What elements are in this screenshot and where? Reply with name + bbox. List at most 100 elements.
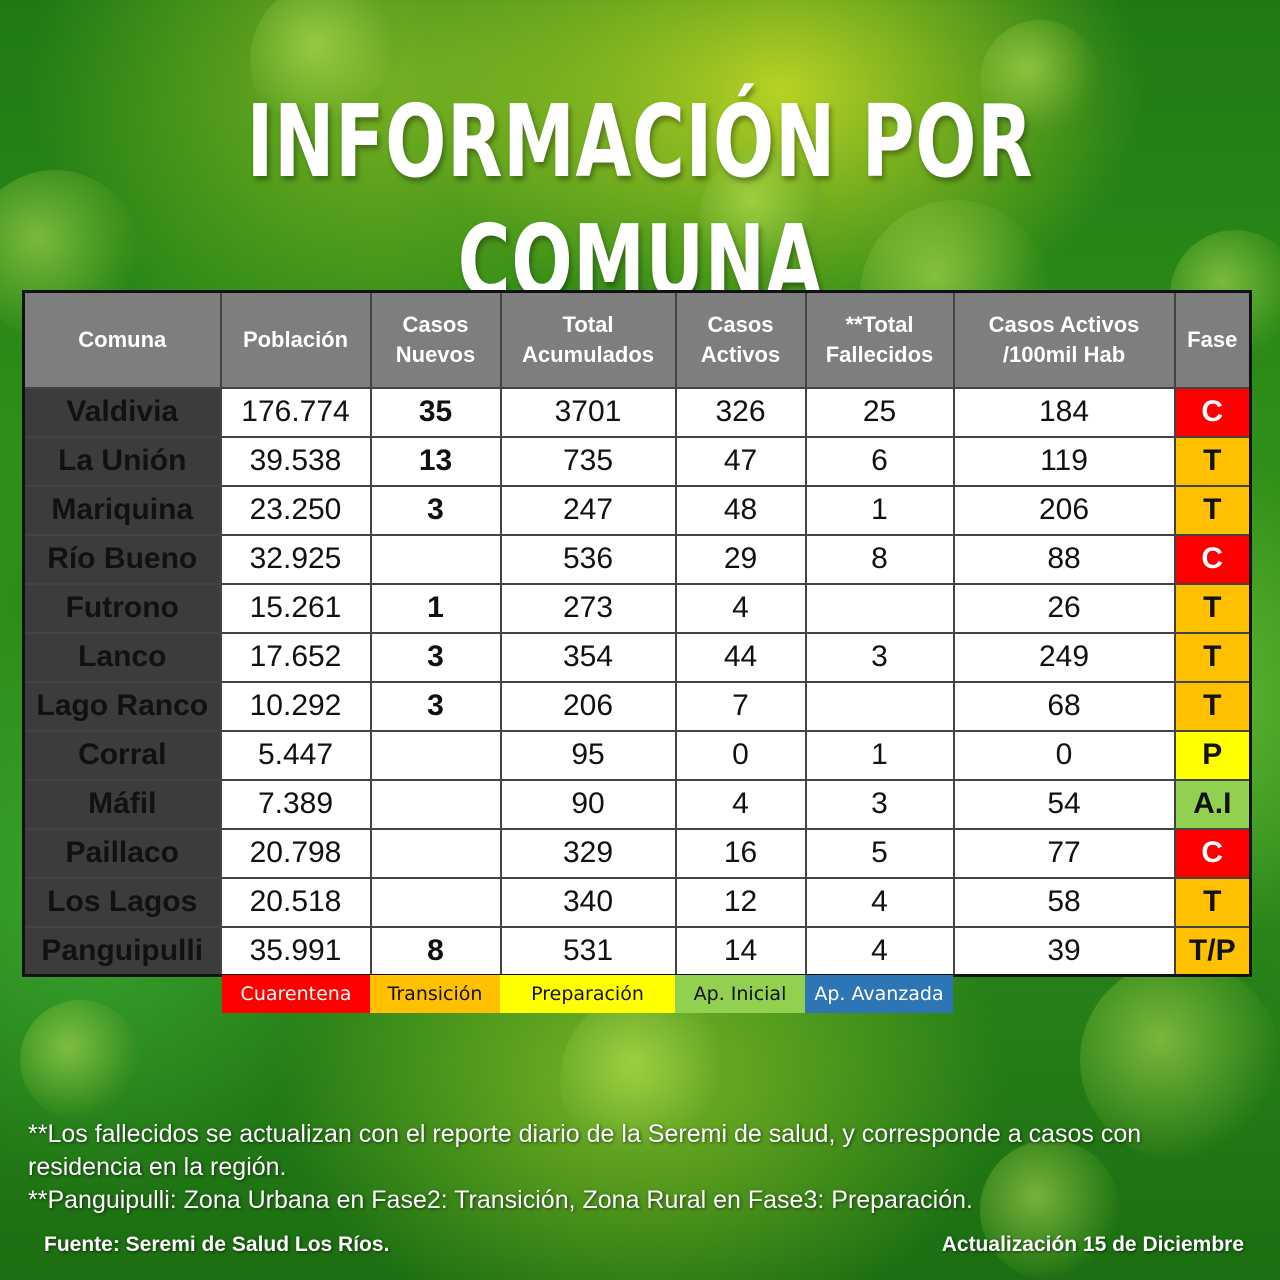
cell-tasa: 77 <box>952 827 1176 879</box>
cell-comuna: Corral <box>22 729 222 781</box>
column-header-line: /100mil Hab <box>1002 341 1126 367</box>
source-text: Fuente: Seremi de Salud Los Ríos. <box>44 1233 390 1256</box>
virus-decoration <box>560 990 740 1170</box>
column-header-line: Casos Activos <box>988 311 1140 337</box>
cell-poblacion: 23.250 <box>219 484 372 536</box>
cell-comuna: Lago Ranco <box>22 680 222 732</box>
cell-acumulados: 247 <box>499 484 677 536</box>
cell-comuna: Paillaco <box>22 827 222 879</box>
cell-fallecidos: 1 <box>804 484 955 536</box>
cell-fallecidos: 25 <box>804 386 955 438</box>
page-title: INFORMACIÓN POR COMUNA <box>246 83 1034 320</box>
column-header-line: Casos <box>707 311 774 337</box>
cell-tasa: 58 <box>952 876 1176 928</box>
table-row: Mariquina 23.250 3 247 48 1 206 T <box>22 484 1252 536</box>
legend-item: Ap. Inicial <box>675 975 805 1013</box>
cell-tasa: 54 <box>952 778 1176 830</box>
column-header: Comuna <box>22 290 222 389</box>
cell-poblacion: 7.389 <box>219 778 372 830</box>
cell-activos: 47 <box>674 435 807 487</box>
legend-item: Cuarentena <box>222 975 370 1013</box>
cell-acumulados: 735 <box>499 435 677 487</box>
cell-fase: T <box>1173 484 1252 536</box>
column-header-line: Total <box>562 311 614 337</box>
column-header-line: **Total <box>845 311 914 337</box>
table-row: La Unión 39.538 13 735 47 6 119 T <box>22 435 1252 487</box>
column-header-line: Nuevos <box>395 341 476 367</box>
cell-activos: 44 <box>674 631 807 683</box>
table-row: Lanco 17.652 3 354 44 3 249 T <box>22 631 1252 683</box>
cell-comuna: Río Bueno <box>22 533 222 585</box>
cell-tasa: 88 <box>952 533 1176 585</box>
table-row: Futrono 15.261 1 273 4 26 T <box>22 582 1252 634</box>
cell-fallecidos: 3 <box>804 778 955 830</box>
cell-tasa: 206 <box>952 484 1176 536</box>
column-header: Fase <box>1173 290 1252 389</box>
table-row: Panguipulli 35.991 8 531 14 4 39 T/P <box>22 925 1252 977</box>
cell-fallecidos: 1 <box>804 729 955 781</box>
cell-fase: T <box>1173 876 1252 928</box>
cell-nuevos: 13 <box>369 435 502 487</box>
cell-fase: T <box>1173 582 1252 634</box>
cell-poblacion: 17.652 <box>219 631 372 683</box>
cell-poblacion: 20.518 <box>219 876 372 928</box>
table-body: Valdivia 176.774 35 3701 326 25 184 C La Unión 39… <box>22 386 1252 977</box>
cell-nuevos: 3 <box>369 680 502 732</box>
cell-tasa: 184 <box>952 386 1176 438</box>
cell-activos: 4 <box>674 778 807 830</box>
column-header-line: Acumulados <box>521 341 655 367</box>
cell-fallecidos <box>804 680 955 732</box>
cell-activos: 326 <box>674 386 807 438</box>
cell-fallecidos: 4 <box>804 925 955 977</box>
table-row: Corral 5.447 95 0 1 0 P <box>22 729 1252 781</box>
cell-acumulados: 206 <box>499 680 677 732</box>
cell-acumulados: 3701 <box>499 386 677 438</box>
cell-fase: T <box>1173 435 1252 487</box>
cell-fallecidos: 3 <box>804 631 955 683</box>
virus-decoration <box>980 20 1100 140</box>
cell-acumulados: 95 <box>499 729 677 781</box>
cell-fase: C <box>1173 827 1252 879</box>
cell-acumulados: 340 <box>499 876 677 928</box>
cell-fase: C <box>1173 533 1252 585</box>
cell-comuna: La Unión <box>22 435 222 487</box>
virus-decoration <box>20 1000 140 1120</box>
column-header: Casos Activos/100mil Hab <box>952 290 1176 389</box>
header-row: Comuna Población Casos Nuevos Total Acumulado… <box>22 290 1252 389</box>
cell-poblacion: 5.447 <box>219 729 372 781</box>
cell-poblacion: 39.538 <box>219 435 372 487</box>
cell-poblacion: 10.292 <box>219 680 372 732</box>
cell-fase: A.I <box>1173 778 1252 830</box>
column-header: Total Acumulados <box>499 290 677 389</box>
column-header-line: Fallecidos <box>825 341 934 367</box>
cell-tasa: 68 <box>952 680 1176 732</box>
cell-nuevos <box>369 827 502 879</box>
cell-comuna: Futrono <box>22 582 222 634</box>
cell-comuna: Mariquina <box>22 484 222 536</box>
cell-tasa: 0 <box>952 729 1176 781</box>
cell-tasa: 119 <box>952 435 1176 487</box>
cell-activos: 4 <box>674 582 807 634</box>
virus-decoration <box>980 1140 1120 1280</box>
cell-acumulados: 90 <box>499 778 677 830</box>
cell-nuevos: 3 <box>369 484 502 536</box>
cell-fase: C <box>1173 386 1252 438</box>
cell-acumulados: 531 <box>499 925 677 977</box>
cell-activos: 48 <box>674 484 807 536</box>
cell-fase: P <box>1173 729 1252 781</box>
cell-fase: T <box>1173 680 1252 732</box>
cell-comuna: Valdivia <box>22 386 222 438</box>
column-header-line: Casos <box>402 311 469 337</box>
legend-item: Ap. Avanzada <box>805 975 953 1013</box>
cell-nuevos <box>369 778 502 830</box>
cell-activos: 0 <box>674 729 807 781</box>
cell-nuevos <box>369 876 502 928</box>
footnote-fallecidos: **Los fallecidos se actualizan con el re… <box>28 1120 1142 1181</box>
cell-fallecidos: 4 <box>804 876 955 928</box>
cell-nuevos: 35 <box>369 386 502 438</box>
cell-fase: T/P <box>1173 925 1252 977</box>
cell-activos: 16 <box>674 827 807 879</box>
cell-poblacion: 35.991 <box>219 925 372 977</box>
cell-poblacion: 15.261 <box>219 582 372 634</box>
column-header: **Total Fallecidos <box>804 290 955 389</box>
